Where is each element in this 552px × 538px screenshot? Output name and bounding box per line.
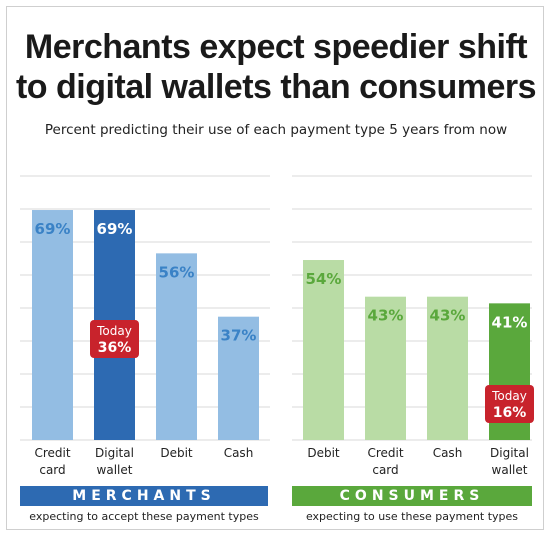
consumers-category-label: Digital — [490, 446, 529, 460]
merchants-category-label: Credit — [34, 446, 70, 460]
merchants-value-label: 69% — [97, 220, 133, 238]
merchants-today-label: Today — [96, 324, 132, 338]
merchants-category-label: Digital — [95, 446, 134, 460]
consumers-value-label: 54% — [306, 270, 342, 288]
consumers-category-label: Cash — [433, 446, 463, 460]
merchants-banner: MERCHANTS — [20, 486, 268, 506]
consumers-category-label: Debit — [307, 446, 340, 460]
merchants-category-label: card — [39, 463, 65, 477]
merchants-today-value: 36% — [98, 340, 132, 356]
consumers-value-label: 43% — [368, 307, 404, 325]
consumers-banner: CONSUMERS — [292, 486, 532, 506]
chart-title-line-1: Merchants expect speedier shift — [24, 28, 528, 66]
consumers-today-value: 16% — [493, 405, 527, 421]
merchants-today-badge — [90, 320, 139, 358]
merchants-bar — [156, 253, 197, 440]
merchants-bar — [218, 316, 259, 440]
merchants-value-label: 37% — [221, 327, 257, 345]
consumers-category-label: card — [372, 463, 398, 477]
merchants-caption: expecting to accept these payment types — [29, 510, 259, 523]
consumers-today-badge — [485, 385, 534, 423]
consumers-bar — [303, 260, 344, 440]
merchants-value-label: 56% — [159, 263, 195, 281]
merchants-category-label: wallet — [97, 463, 133, 477]
merchants-category-label: Debit — [160, 446, 193, 460]
consumers-bar — [427, 296, 468, 440]
consumers-value-label: 43% — [430, 307, 466, 325]
chart-subtitle: Percent predicting their use of each pay… — [44, 122, 508, 138]
merchants-category-label: Cash — [224, 446, 254, 460]
consumers-value-label: 41% — [492, 313, 528, 331]
consumers-category-label: wallet — [492, 463, 528, 477]
consumers-caption: expecting to use these payment types — [305, 510, 519, 523]
consumers-category-label: Credit — [367, 446, 403, 460]
merchants-bar — [32, 210, 73, 440]
merchants-value-label: 69% — [35, 220, 71, 238]
consumers-today-label: Today — [491, 389, 527, 403]
chart-title-line-2: to digital wallets than consumers — [15, 68, 537, 106]
consumers-bar — [365, 296, 406, 440]
